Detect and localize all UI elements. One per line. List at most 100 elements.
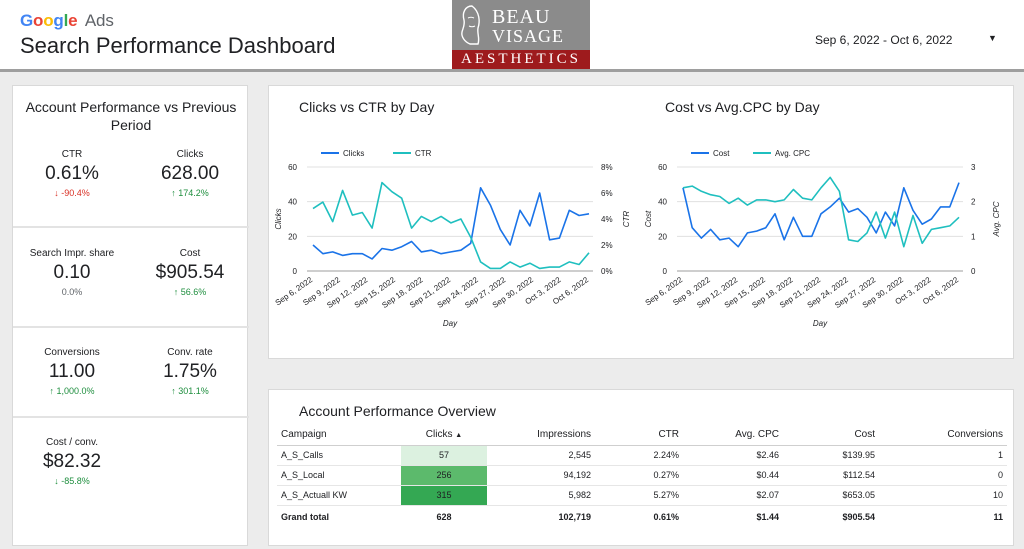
- metric-value: 1.75%: [163, 361, 217, 382]
- metric-value: 628.00: [160, 163, 220, 184]
- metric-label: Cost: [179, 248, 201, 259]
- google-ads-brand: Google Ads: [20, 11, 114, 31]
- cell-clicks: 315: [401, 485, 487, 506]
- metric-change: ↑ 56.6%: [131, 287, 249, 297]
- table-row: A_S_Actuall KW 315 5,982 5.27% $2.07 $65…: [277, 485, 1007, 506]
- cell-impressions: 5,982: [487, 485, 595, 506]
- brand-letter: G: [20, 11, 34, 30]
- metric-label: Conversions: [44, 347, 100, 358]
- x-axis-title: Day: [443, 319, 458, 328]
- cell-impressions: 94,192: [487, 465, 595, 486]
- date-range-selector[interactable]: Sep 6, 2022 - Oct 6, 2022: [815, 33, 953, 47]
- metric-change-value: -90.4%: [61, 188, 90, 198]
- y-tick-label-right: 4%: [601, 215, 613, 224]
- scorecard-divider: [13, 416, 249, 418]
- column-header-campaign[interactable]: Campaign: [277, 425, 401, 446]
- sort-asc-icon: ▲: [455, 432, 463, 440]
- caret-down-icon[interactable]: ▼: [988, 33, 997, 43]
- brand-google: Google: [20, 11, 78, 30]
- brand-letter: e: [68, 11, 78, 30]
- y-tick-label-right: 2: [971, 198, 976, 207]
- page-title: Search Performance Dashboard: [20, 33, 336, 58]
- y-tick-label-right: 8%: [601, 163, 613, 172]
- column-header-clicks[interactable]: Clicks ▲: [401, 425, 487, 446]
- table-header-row: Campaign Clicks ▲ Impressions CTR Avg. C…: [277, 425, 1007, 446]
- cell-impressions: 2,545: [487, 445, 595, 466]
- y-tick-label-left: 0: [663, 267, 668, 276]
- charts-panel: Clicks vs CTR by Day Cost vs Avg.CPC by …: [268, 85, 1014, 359]
- brand-letter: g: [53, 11, 64, 30]
- metric-value: 11.00: [48, 361, 96, 382]
- metric-value: $82.32: [42, 451, 102, 472]
- cell-campaign: A_S_Actuall KW: [277, 485, 401, 506]
- cell-cost: $112.54: [783, 465, 879, 486]
- metric-search-impr-share: Search Impr. share 0.10 0.0%: [13, 248, 131, 297]
- metric-clicks: Clicks 628.00 ↑ 174.2%: [131, 149, 249, 198]
- brand-letter: l: [63, 11, 69, 30]
- cell-conversions: 10: [879, 485, 1007, 506]
- arrow-up-icon: ↑: [171, 386, 176, 396]
- y-axis-title-left: Clicks: [274, 208, 283, 229]
- performance-table: Campaign Clicks ▲ Impressions CTR Avg. C…: [277, 425, 1007, 529]
- metric-change-value: 0.0%: [61, 287, 83, 297]
- brand-letter: o: [43, 11, 54, 30]
- metric-value: $905.54: [155, 262, 225, 283]
- cell-conversions: 0: [879, 465, 1007, 486]
- legend-label: CTR: [415, 149, 432, 158]
- metric-change: ↓ -85.8%: [13, 476, 131, 486]
- column-header-cost[interactable]: Cost: [783, 425, 879, 446]
- company-logo: BEAU VISAGE AESTHETICS: [452, 0, 590, 69]
- cell-clicks: 256: [401, 465, 487, 486]
- cell-avg-cpc: $2.46: [683, 445, 783, 466]
- cell-total-impressions: 102,719: [558, 512, 591, 523]
- y-tick-label-right: 0: [971, 267, 976, 276]
- column-header-label: Clicks: [425, 429, 453, 441]
- y-tick-label-left: 20: [288, 232, 297, 241]
- y-tick-label-right: 0%: [601, 267, 613, 276]
- column-header-ctr[interactable]: CTR: [595, 425, 683, 446]
- cell-cost: $653.05: [783, 485, 879, 506]
- table-total-row: Grand total 628 102,719 0.61% $1.44 $905…: [277, 505, 1007, 529]
- series-line: [682, 176, 960, 248]
- cell-total-conversions: 11: [993, 512, 1003, 523]
- metric-ctr: CTR 0.61% ↓ -90.4%: [13, 149, 131, 198]
- arrow-up-icon: ↑: [171, 188, 176, 198]
- y-axis-title-left: Cost: [644, 210, 653, 227]
- y-tick-label-left: 0: [293, 267, 298, 276]
- metric-label: CTR: [61, 149, 83, 160]
- series-line: [682, 182, 960, 248]
- y-axis-title-right: CTR: [622, 211, 631, 228]
- metric-change: 0.0%: [13, 287, 131, 297]
- x-axis-title: Day: [813, 319, 828, 328]
- metric-change: ↑ 301.1%: [131, 386, 249, 396]
- metric-value: 0.10: [53, 262, 91, 283]
- header-bar: Google Ads Search Performance Dashboard …: [0, 0, 1024, 72]
- column-header-impressions[interactable]: Impressions: [487, 425, 595, 446]
- series-line: [312, 186, 590, 260]
- y-tick-label-left: 60: [288, 163, 297, 172]
- metric-value: 0.61%: [45, 163, 99, 184]
- legend-label: Cost: [713, 149, 730, 158]
- chart-title-cost-cpc: Cost vs Avg.CPC by Day: [665, 99, 820, 115]
- arrow-down-icon: ↓: [54, 476, 59, 486]
- metric-change-value: 301.1%: [178, 386, 209, 396]
- metric-cost: Cost $905.54 ↑ 56.6%: [131, 248, 249, 297]
- column-header-conversions[interactable]: Conversions: [879, 425, 1007, 446]
- y-tick-label-left: 60: [658, 163, 667, 172]
- metric-label: Search Impr. share: [29, 248, 115, 259]
- cell-ctr: 0.27%: [595, 465, 683, 486]
- metric-change-value: 1,000.0%: [56, 386, 95, 396]
- face-silhouette-icon: [461, 5, 480, 45]
- metric-change-value: 174.2%: [178, 188, 209, 198]
- column-header-avg-cpc[interactable]: Avg. CPC: [683, 425, 783, 446]
- logo-band: [452, 50, 590, 69]
- scorecard-panel: Account Performance vs Previous Period C…: [12, 85, 249, 546]
- metric-conversions: Conversions 11.00 ↑ 1,000.0%: [13, 347, 131, 396]
- cell-ctr: 2.24%: [595, 445, 683, 466]
- metric-change-value: -85.8%: [61, 476, 90, 486]
- cell-conversions: 1: [879, 445, 1007, 466]
- cell-total-avg-cpc: $1.44: [756, 512, 779, 523]
- cell-avg-cpc: $2.07: [683, 485, 783, 506]
